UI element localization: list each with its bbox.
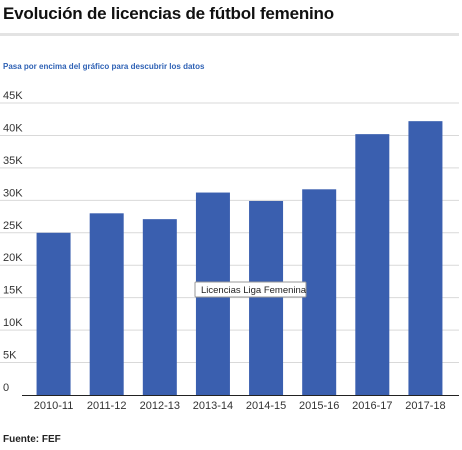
bar[interactable] bbox=[36, 232, 71, 395]
bar[interactable] bbox=[89, 213, 124, 395]
y-tick-label: 15K bbox=[3, 285, 23, 297]
y-tick-label: 35K bbox=[3, 155, 23, 167]
chart-title: Evolución de licencias de fútbol femenin… bbox=[3, 4, 334, 23]
y-tick-label: 5K bbox=[3, 350, 17, 362]
bar[interactable] bbox=[355, 134, 390, 395]
x-axis-labels: 2010-11 2011-12 2012-13 2013-14 2014-15 2015-… bbox=[34, 400, 446, 412]
y-tick-label: 45K bbox=[3, 90, 23, 102]
y-tick-label: 20K bbox=[3, 252, 23, 264]
bar-chart[interactable]: 0 5K 10K 15K 20K 25K 30K 35K 40K 45K 2010-11 2011-… bbox=[0, 90, 462, 420]
y-tick-label: 40K bbox=[3, 122, 23, 134]
x-tick-label: 2011-12 bbox=[87, 400, 127, 412]
hover-tooltip: Licencias Liga Femenina bbox=[194, 281, 307, 298]
y-tick-label: 10K bbox=[3, 317, 23, 329]
hover-hint: Pasa por encima del gráfico para descubr… bbox=[3, 62, 205, 71]
source-note: Fuente: FEF bbox=[3, 434, 61, 445]
bar[interactable] bbox=[142, 219, 177, 395]
bar[interactable] bbox=[408, 121, 443, 395]
bar[interactable] bbox=[249, 200, 284, 395]
x-tick-label: 2016-17 bbox=[352, 400, 392, 412]
x-tick-label: 2013-14 bbox=[193, 400, 233, 412]
tooltip-box bbox=[194, 281, 307, 298]
bars[interactable] bbox=[36, 121, 443, 395]
y-tick-label: 25K bbox=[3, 220, 23, 232]
x-tick-label: 2014-15 bbox=[246, 400, 286, 412]
tooltip-label: Licencias Liga Femenina bbox=[201, 285, 307, 296]
title-divider bbox=[0, 33, 459, 36]
x-tick-label: 2015-16 bbox=[299, 400, 339, 412]
x-tick-label: 2012-13 bbox=[140, 400, 180, 412]
y-axis-labels: 0 5K 10K 15K 20K 25K 30K 35K 40K 45K bbox=[3, 90, 23, 394]
x-tick-label: 2017-18 bbox=[405, 400, 445, 412]
x-tick-label: 2010-11 bbox=[34, 400, 74, 412]
y-tick-label: 0 bbox=[3, 382, 9, 394]
y-tick-label: 30K bbox=[3, 187, 23, 199]
bar[interactable] bbox=[302, 189, 337, 395]
